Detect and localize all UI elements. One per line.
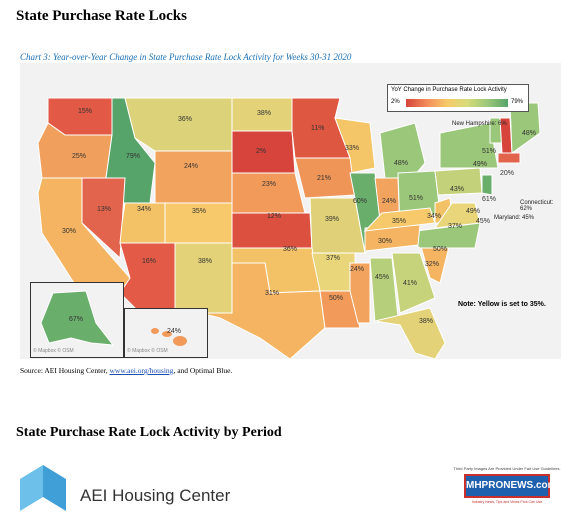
state-la <box>319 290 361 329</box>
map-credit-ak: © Mapbox © OSM <box>33 348 74 354</box>
label-oh: 51% <box>409 195 423 202</box>
label-fl: 38% <box>419 318 433 325</box>
state-hi-island-3 <box>173 336 187 346</box>
label-ak: 67% <box>69 316 83 323</box>
label-mn: 11% <box>311 125 325 132</box>
label-va: 37% <box>448 223 462 230</box>
label-in: 24% <box>382 198 396 205</box>
label-pa: 43% <box>450 186 464 193</box>
label-tn: 30% <box>378 238 392 245</box>
label-ms: 24% <box>350 266 364 273</box>
label-az: 16% <box>142 258 156 265</box>
label-mi: 48% <box>394 160 408 167</box>
state-wi <box>334 117 376 174</box>
source-link[interactable]: www.aei.org/housing <box>109 366 174 375</box>
label-al: 45% <box>375 274 389 281</box>
map-svg: 15% 25% 79% 36% 38% 2% 11% 33% 48% 24% 2… <box>37 97 541 359</box>
aei-logo-text: AEI Housing Center <box>80 486 231 505</box>
label-sc: 32% <box>425 261 439 268</box>
label-ny: 49% <box>473 161 487 168</box>
label-id: 79% <box>126 153 140 160</box>
label-hi: 24% <box>167 328 181 335</box>
label-ga: 41% <box>403 280 417 287</box>
aei-logo-icon <box>20 465 66 511</box>
label-nm: 38% <box>198 258 212 265</box>
label-wi: 33% <box>345 145 359 152</box>
state-mt <box>124 97 233 152</box>
source-prefix: Source: AEI Housing Center, <box>20 366 110 375</box>
label-ok: 36% <box>283 246 297 253</box>
label-tx: 31% <box>265 290 279 297</box>
label-nc: 50% <box>433 246 447 253</box>
label-ca: 30% <box>62 228 76 235</box>
section-heading: State Purchase Rate Lock Activity by Per… <box>16 425 282 440</box>
legend-title: YoY Change in Purchase Rate Lock Activit… <box>391 87 507 93</box>
state-ga <box>391 252 436 314</box>
callout-new-hampshire: New Hampshire: 6% <box>452 121 507 127</box>
label-wv: 34% <box>427 213 441 220</box>
label-mo: 39% <box>325 216 339 223</box>
label-or: 25% <box>72 153 86 160</box>
state-ms <box>349 262 371 324</box>
mhpronews-logo: Third Party Images Are Provided Under Fa… <box>452 466 562 514</box>
callout-maryland: Maryland: 45% <box>494 215 535 221</box>
page-heading: State Purchase Rate Locks <box>16 8 187 24</box>
label-md: 45% <box>476 218 490 225</box>
label-me: 48% <box>522 130 536 137</box>
label-wy: 24% <box>184 163 198 170</box>
hawaii-inset: 24% © Mapbox © OSM <box>124 308 208 358</box>
source-suffix: , and Optimal Blue. <box>173 366 233 375</box>
label-la: 50% <box>329 295 343 302</box>
map-note: Note: Yellow is set to 35%. <box>458 301 546 308</box>
label-wa: 15% <box>78 108 92 115</box>
alaska-svg: 67% <box>40 290 115 346</box>
label-co: 35% <box>192 208 206 215</box>
label-ne: 23% <box>262 181 276 188</box>
mh-disclaimer: Third Party Images Are Provided Under Fa… <box>453 466 561 471</box>
label-il: 60% <box>353 198 367 205</box>
label-sd: 2% <box>256 148 266 155</box>
state-hi-island-2 <box>162 331 172 337</box>
label-ar: 37% <box>326 255 340 262</box>
legend-min: 2% <box>391 99 400 105</box>
us-map: 15% 25% 79% 36% 38% 2% 11% 33% 48% 24% 2… <box>20 63 561 359</box>
state-ma <box>497 152 521 164</box>
state-wy <box>154 150 233 204</box>
chart-title: Chart 3: Year-over-Year Change in State … <box>20 52 352 62</box>
state-nm <box>174 242 233 314</box>
label-ut: 34% <box>137 206 151 213</box>
source-line: Source: AEI Housing Center, www.aei.org/… <box>20 366 232 375</box>
hawaii-svg: 24% <box>151 328 187 346</box>
legend-gradient-bar <box>406 99 508 107</box>
map-credit-hi: © Mapbox © OSM <box>127 348 168 354</box>
state-hi-island-1 <box>151 328 159 334</box>
label-mt: 36% <box>178 116 192 123</box>
state-ne <box>231 172 306 214</box>
state-va <box>433 202 481 229</box>
map-legend: YoY Change in Purchase Rate Lock Activit… <box>387 84 529 112</box>
callout-connecticut: Connecticut: 62% <box>520 200 554 212</box>
state-nv <box>81 177 126 260</box>
label-nd: 38% <box>257 110 271 117</box>
label-nv: 13% <box>97 206 111 213</box>
label-de: 49% <box>466 208 480 215</box>
alaska-inset: 67% © Mapbox © OSM <box>30 282 124 358</box>
state-ny <box>439 122 499 169</box>
state-ak <box>40 290 115 346</box>
legend-max: 79% <box>511 99 524 105</box>
state-nj <box>481 174 493 196</box>
label-ky: 35% <box>392 218 406 225</box>
label-ia: 21% <box>317 175 331 182</box>
label-vt: 51% <box>482 148 496 155</box>
label-nj: 61% <box>482 196 496 203</box>
state-tx <box>199 262 326 359</box>
mh-logo-text: MHPRONEWS.com <box>464 474 557 498</box>
states-layer <box>37 97 541 359</box>
state-labels: 15% 25% 79% 36% 38% 2% 11% 33% 48% 24% 2… <box>62 108 536 325</box>
label-ma: 20% <box>500 170 514 177</box>
label-ks: 12% <box>267 213 281 220</box>
state-fl <box>374 307 446 359</box>
mh-tagline: Industry News, Tips and Views Pros Can U… <box>471 500 543 504</box>
